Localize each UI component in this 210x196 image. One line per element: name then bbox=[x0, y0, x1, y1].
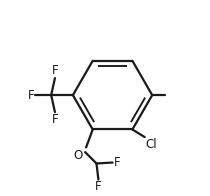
Text: F: F bbox=[52, 64, 58, 77]
Text: F: F bbox=[28, 89, 34, 102]
Text: F: F bbox=[95, 181, 102, 193]
Text: Cl: Cl bbox=[145, 138, 157, 151]
Text: F: F bbox=[113, 156, 120, 169]
Text: O: O bbox=[74, 149, 83, 162]
Text: F: F bbox=[52, 113, 58, 126]
